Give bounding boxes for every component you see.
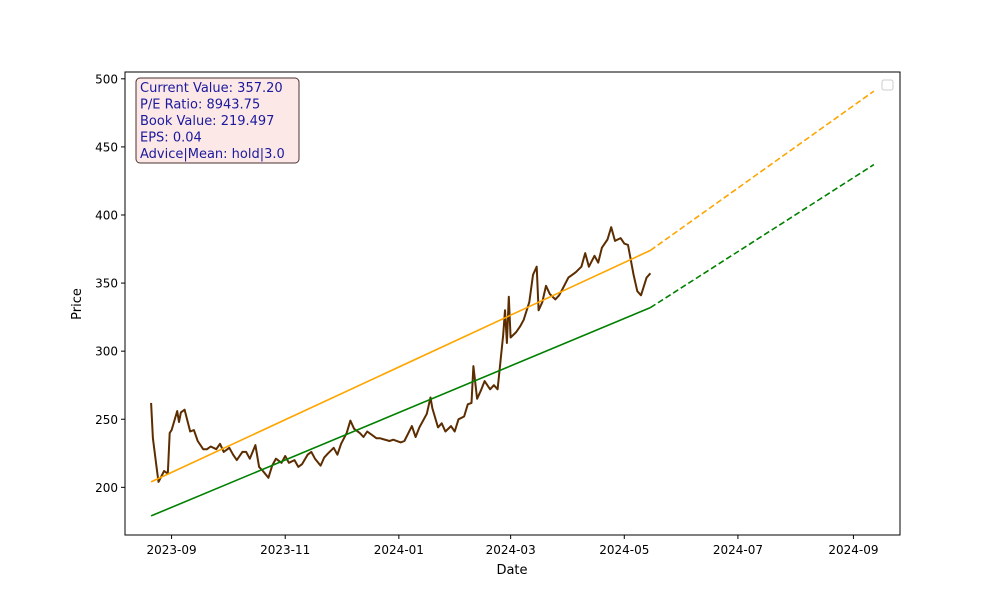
orange-trend-solid-line: [150, 249, 651, 483]
info-box: Current Value: 357.20 P/E Ratio: 8943.75…: [135, 77, 300, 164]
legend-box: [881, 79, 894, 91]
x-tick-label: 2024-09: [828, 543, 878, 557]
y-tick-label: 400: [95, 208, 118, 222]
y-tick-label: 250: [95, 413, 118, 427]
y-tick-label: 450: [95, 140, 118, 154]
green-trend-solid-line: [150, 306, 651, 517]
info-box-background: [135, 77, 300, 164]
info-pe-ratio: P/E Ratio: 8943.75: [140, 98, 260, 113]
info-current-value: Current Value: 357.20: [140, 81, 283, 96]
y-axis: 200 250 300 350 400 450 500: [95, 72, 125, 495]
x-tick-label: 2024-01: [374, 543, 424, 557]
price-line: [150, 226, 652, 483]
y-tick-label: 200: [95, 481, 118, 495]
y-tick-label: 350: [95, 277, 118, 291]
orange-trend-dashed-line: [649, 90, 875, 252]
y-axis-title: Price: [70, 288, 85, 320]
green-trend-dashed-line: [649, 163, 875, 309]
plot-frame: [124, 71, 901, 536]
y-tick-label: 300: [95, 345, 118, 359]
info-eps: EPS: 0.04: [140, 131, 202, 146]
info-book-value: Book Value: 219.497: [140, 114, 274, 129]
x-tick-label: 2023-09: [147, 543, 197, 557]
x-tick-label: 2024-05: [599, 543, 649, 557]
x-tick-label: 2023-11: [260, 543, 310, 557]
series-layer: [150, 90, 875, 517]
x-axis: 2023-09 2023-11 2024-01 2024-03 2024-05 2024-…: [147, 535, 878, 557]
info-advice-mean: Advice|Mean: hold|3.0: [140, 147, 285, 162]
x-tick-label: 2024-03: [486, 543, 536, 557]
x-tick-label: 2024-07: [713, 543, 763, 557]
x-axis-title: Date: [496, 563, 527, 578]
y-tick-label: 500: [95, 72, 118, 86]
